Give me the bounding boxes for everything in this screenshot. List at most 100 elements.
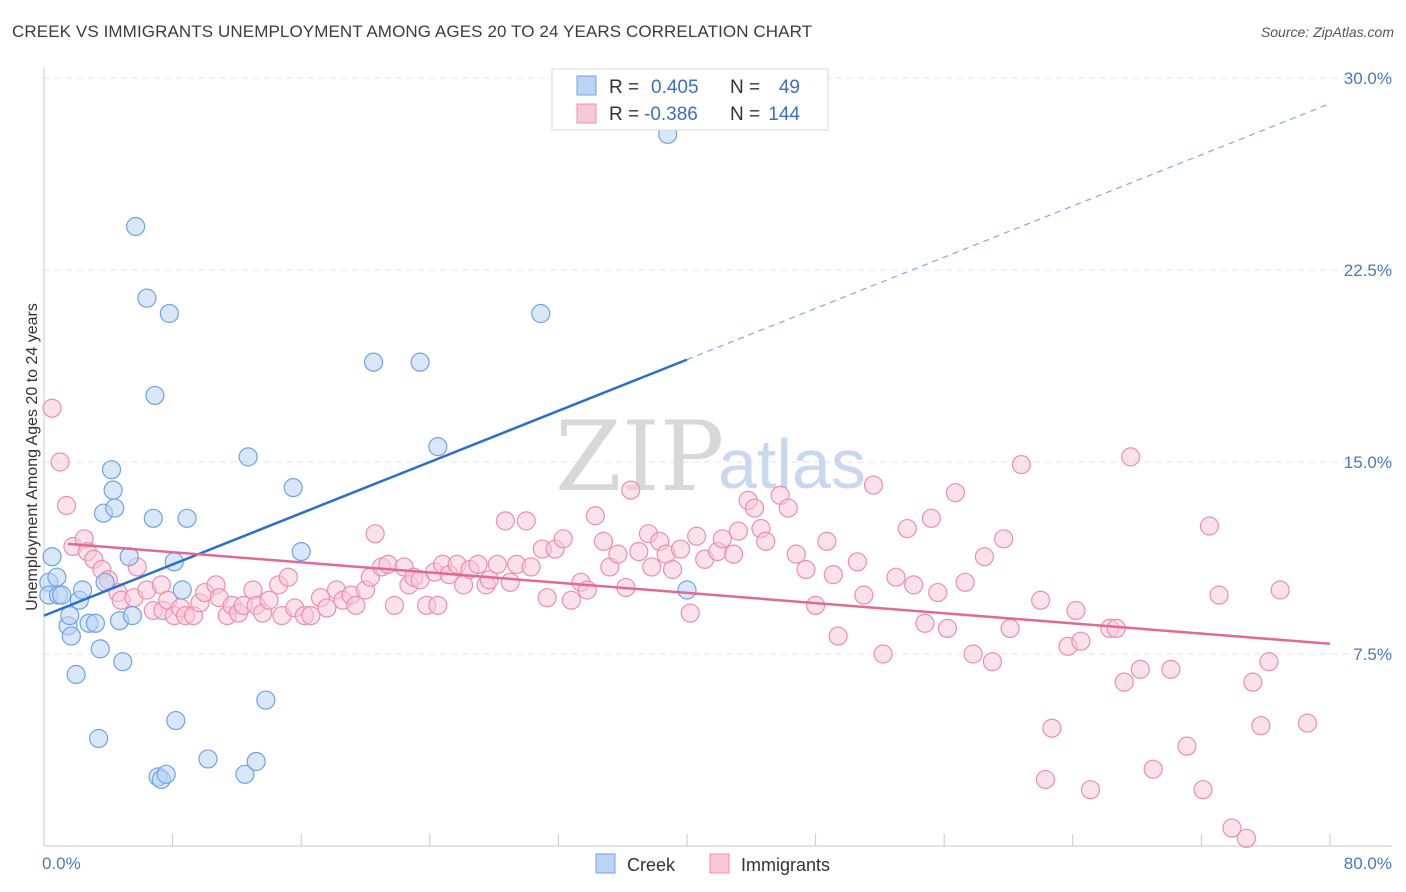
- immigrants-point-105: [778, 498, 798, 518]
- creek-point-37: [198, 749, 218, 769]
- creek-trend-line: [43, 358, 688, 617]
- creek-point-43: [291, 541, 311, 562]
- immigrants-point-137: [1080, 780, 1101, 800]
- immigrants-point-153: [1259, 652, 1279, 672]
- immigrants-point-148: [1209, 585, 1229, 605]
- immigrants-point-81: [593, 531, 614, 551]
- immigrants-point-68: [495, 511, 515, 531]
- immigrants-point-112: [847, 552, 867, 572]
- legend-swatch-creek: [576, 75, 597, 96]
- immigrants-point-151: [1243, 672, 1263, 692]
- immigrants-point-131: [1031, 590, 1051, 610]
- source-label: Source: ZipAtlas.com: [1260, 24, 1394, 40]
- creek-point-44: [363, 352, 384, 372]
- immigrants-point-66: [479, 570, 499, 590]
- immigrants-point-130: [1011, 454, 1031, 475]
- watermark: ZIP atlas: [555, 401, 866, 513]
- immigrants-trend-line: [68, 542, 1331, 646]
- creek-point-2: [42, 547, 62, 567]
- immigrants-point-72: [521, 557, 541, 577]
- immigrants-point-124: [955, 572, 975, 592]
- immigrants-point-97: [712, 529, 732, 549]
- creek-point-36: [177, 508, 197, 528]
- immigrants-point-77: [561, 590, 581, 610]
- legend-r-value-immigrants: -0.386: [644, 104, 698, 125]
- immigrants-point-149: [1222, 818, 1242, 838]
- immigrants-point-147: [1199, 516, 1220, 536]
- y-tick-label-0: 7.5%: [1353, 645, 1392, 664]
- immigrants-point-106: [786, 544, 806, 564]
- legend-swatch-immigrants: [576, 103, 597, 124]
- creek-point-22: [113, 652, 133, 672]
- immigrants-point-126: [974, 547, 994, 567]
- watermark-zip: ZIP: [555, 401, 724, 513]
- chart-title: CREEK VS IMMIGRANTS UNEMPLOYMENT AMONG A…: [12, 22, 813, 41]
- immigrants-point-142: [1130, 659, 1150, 679]
- immigrants-point-85: [621, 480, 641, 500]
- immigrants-point-2: [56, 495, 77, 516]
- y-tick-label-1: 15.0%: [1344, 453, 1392, 472]
- trend-lines: [43, 103, 1331, 646]
- immigrants-point-155: [1297, 713, 1318, 733]
- bottom-legend: Creek Immigrants: [595, 853, 830, 875]
- bottom-legend-swatch-immigrants: [709, 853, 730, 874]
- watermark-atlas: atlas: [718, 425, 866, 503]
- grid-lines: [44, 77, 1392, 655]
- creek-point-42: [283, 478, 303, 498]
- immigrants-point-127: [982, 652, 1003, 672]
- legend-box: [551, 68, 829, 131]
- legend: R = 0.405 N = 49 R = -0.386 N = 144: [551, 68, 829, 131]
- immigrants-point-80: [585, 506, 605, 526]
- tick-labels: 7.5% 15.0% 22.5% 30.0% 0.0% 80.0%: [42, 69, 1392, 873]
- immigrants-point-108: [805, 595, 826, 615]
- immigrants-point-144: [1161, 659, 1181, 679]
- immigrants-point-135: [1066, 600, 1086, 621]
- y-tick-label-2: 22.5%: [1344, 261, 1392, 280]
- creek-point-19: [103, 480, 123, 500]
- immigrants-point-101: [744, 498, 765, 518]
- immigrants-point-128: [994, 529, 1014, 549]
- immigrants-point-110: [823, 565, 843, 585]
- bottom-legend-immigrants: Immigrants: [741, 855, 830, 875]
- immigrants-point-154: [1270, 580, 1290, 600]
- creek-point-40: [246, 751, 266, 772]
- immigrants-point-141: [1121, 447, 1141, 467]
- creek-point-5: [52, 585, 72, 605]
- creek-point-31: [156, 764, 176, 784]
- axes: [43, 68, 1392, 847]
- creek-point-26: [137, 288, 157, 308]
- bottom-legend-swatch-creek: [595, 853, 616, 874]
- immigrants-point-120: [921, 508, 941, 528]
- creek-point-35: [172, 580, 192, 600]
- immigrants-point-88: [642, 557, 662, 577]
- immigrants-point-76: [553, 529, 573, 549]
- immigrants-point-111: [828, 626, 848, 646]
- immigrants-point-132: [1035, 769, 1056, 790]
- creek-point-38: [235, 764, 255, 784]
- x-tick-label-1: 80.0%: [1344, 854, 1392, 873]
- immigrants-point-69: [500, 572, 520, 592]
- legend-r-label-creek: R =: [609, 77, 639, 98]
- creek-point-15: [90, 639, 110, 659]
- immigrants-point-91: [662, 559, 683, 580]
- immigrants-point-45: [346, 595, 366, 615]
- creek-point-28: [145, 385, 165, 406]
- immigrants-point-41: [317, 598, 337, 618]
- immigrants-point-140: [1114, 672, 1134, 692]
- immigrants-point-86: [629, 541, 649, 562]
- legend-n-label-creek: N =: [730, 77, 760, 98]
- creek-point-49: [677, 580, 697, 600]
- creek-point-8: [61, 626, 81, 646]
- legend-r-label-immigrants: R =: [609, 104, 639, 125]
- immigrants-point-67: [487, 554, 507, 575]
- creek-point-18: [101, 460, 122, 480]
- immigrants-point-118: [904, 575, 924, 595]
- immigrants-point-143: [1143, 759, 1163, 779]
- immigrants-point-74: [537, 588, 557, 608]
- immigrants-point-113: [854, 585, 874, 605]
- immigrants-point-125: [963, 644, 983, 664]
- immigrants-point-107: [796, 559, 816, 580]
- creek-point-32: [159, 303, 179, 324]
- creek-point-25: [126, 216, 146, 237]
